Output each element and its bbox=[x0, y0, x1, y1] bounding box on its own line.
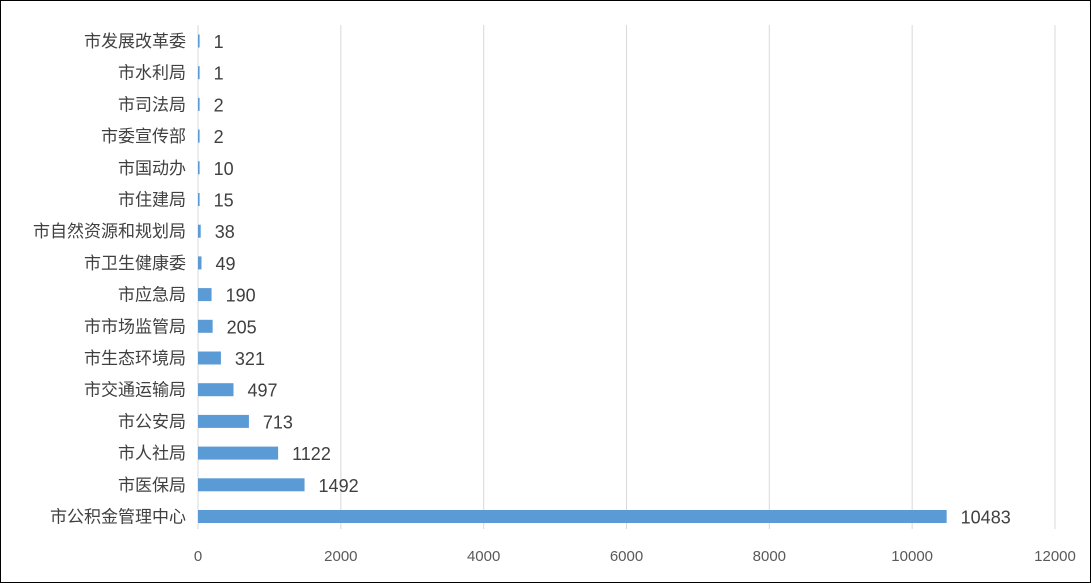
category-label: 市委宣传部 bbox=[101, 127, 186, 147]
x-tick-label: 12000 bbox=[1034, 548, 1076, 565]
x-tick-labels: 0 2000 4000 6000 8000 10000 12000 bbox=[194, 548, 1076, 565]
category-label: 市水利局 bbox=[118, 64, 186, 84]
value-label: 10 bbox=[214, 159, 234, 179]
category-label: 市卫生健康委 bbox=[84, 254, 186, 274]
bar bbox=[198, 34, 200, 48]
category-label: 市发展改革委 bbox=[84, 32, 186, 52]
bar bbox=[198, 97, 200, 111]
x-tick-label: 6000 bbox=[610, 548, 643, 565]
bar bbox=[198, 161, 200, 175]
x-tick-label: 4000 bbox=[467, 548, 500, 565]
bar bbox=[198, 288, 212, 302]
value-label: 497 bbox=[247, 381, 277, 401]
value-label: 10483 bbox=[961, 508, 1011, 528]
value-label: 2 bbox=[214, 95, 224, 115]
x-tick-label: 2000 bbox=[324, 548, 357, 565]
value-label: 321 bbox=[235, 349, 265, 369]
bar bbox=[198, 414, 249, 428]
bar bbox=[198, 193, 200, 206]
bar bbox=[198, 129, 200, 143]
value-label: 38 bbox=[215, 222, 235, 242]
bar bbox=[198, 66, 200, 80]
category-label: 市医保局 bbox=[118, 476, 186, 496]
value-label: 2 bbox=[214, 127, 224, 147]
bar bbox=[198, 478, 305, 492]
category-label: 市应急局 bbox=[118, 286, 186, 306]
category-label: 市公积金管理中心 bbox=[50, 508, 186, 528]
category-label: 市生态环境局 bbox=[84, 349, 186, 369]
bar bbox=[198, 224, 201, 238]
category-label: 市住建局 bbox=[118, 191, 186, 211]
value-label: 49 bbox=[215, 254, 235, 274]
bar bbox=[198, 319, 213, 333]
category-label: 市司法局 bbox=[118, 95, 186, 115]
bar bbox=[198, 256, 202, 270]
bars bbox=[198, 34, 947, 523]
category-label: 市人社局 bbox=[118, 444, 186, 464]
bar bbox=[198, 510, 947, 523]
value-label: 15 bbox=[214, 191, 234, 211]
value-label: 1 bbox=[214, 32, 224, 52]
category-label: 市自然资源和规划局 bbox=[33, 222, 186, 242]
bar bbox=[198, 383, 234, 397]
value-label: 205 bbox=[227, 317, 257, 337]
bar bbox=[198, 351, 221, 365]
x-tick-label: 0 bbox=[194, 548, 202, 565]
bar bbox=[198, 446, 279, 460]
value-label: 713 bbox=[263, 412, 293, 432]
category-label: 市交通运输局 bbox=[84, 381, 186, 401]
category-label: 市市场监管局 bbox=[84, 317, 186, 337]
category-label: 市国动办 bbox=[118, 159, 186, 179]
x-tick-label: 10000 bbox=[891, 548, 933, 565]
value-label: 1122 bbox=[292, 444, 331, 464]
category-labels: 市发展改革委市水利局市司法局市委宣传部市国动办市住建局市自然资源和规划局市卫生健… bbox=[33, 32, 186, 528]
value-label: 1492 bbox=[319, 476, 359, 496]
value-label: 1 bbox=[214, 64, 224, 84]
value-label: 190 bbox=[226, 286, 256, 306]
x-tick-label: 8000 bbox=[753, 548, 786, 565]
category-label: 市公安局 bbox=[118, 412, 186, 432]
